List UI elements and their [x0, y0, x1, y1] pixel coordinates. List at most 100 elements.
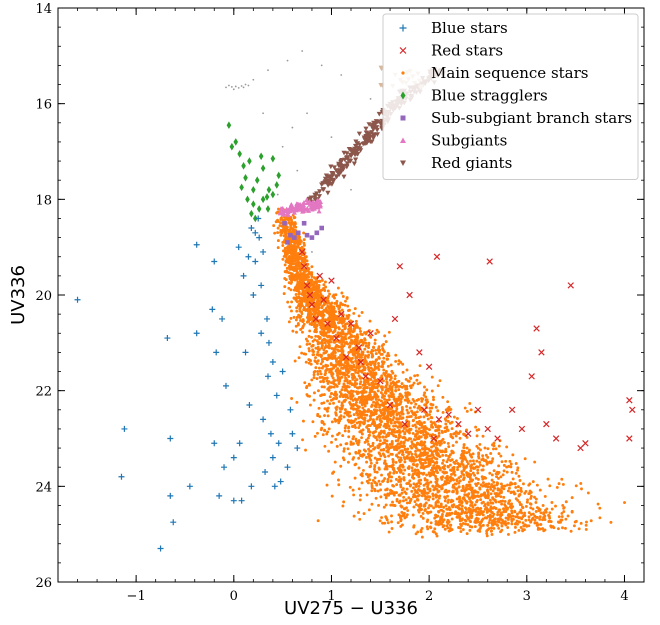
main-sequence-point [355, 400, 358, 404]
main-sequence-point [472, 494, 476, 498]
main-sequence-point [561, 482, 565, 486]
main-sequence-point [561, 503, 565, 507]
main-sequence-point [394, 389, 398, 392]
main-sequence-point [379, 488, 383, 492]
main-sequence-point [580, 487, 583, 491]
main-sequence-point [417, 470, 421, 474]
background-point [267, 69, 269, 72]
main-sequence-point [326, 399, 329, 403]
main-sequence-point [550, 525, 553, 529]
main-sequence-point [493, 517, 497, 521]
main-sequence-point [405, 487, 409, 491]
main-sequence-point [297, 356, 301, 360]
main-sequence-point [362, 512, 366, 516]
main-sequence-point [398, 465, 402, 468]
main-sequence-point [370, 384, 374, 388]
main-sequence-point [426, 511, 430, 515]
main-sequence-point [333, 296, 336, 300]
main-sequence-point [424, 497, 428, 501]
main-sequence-point [372, 467, 376, 471]
main-sequence-point [446, 500, 450, 504]
main-sequence-point [397, 362, 401, 366]
main-sequence-point [323, 414, 326, 417]
main-sequence-point [382, 431, 386, 435]
main-sequence-point [393, 374, 397, 378]
main-sequence-point [332, 396, 336, 400]
main-sequence-point [492, 512, 496, 516]
main-sequence-point [352, 435, 356, 439]
main-sequence-point [392, 484, 396, 488]
main-sequence-point [298, 235, 301, 239]
main-sequence-point [320, 419, 324, 423]
main-sequence-point [470, 479, 473, 483]
main-sequence-point [510, 502, 514, 506]
main-sequence-point [376, 402, 380, 406]
main-sequence-point [331, 471, 335, 475]
main-sequence-point [322, 422, 326, 426]
main-sequence-point [348, 452, 352, 456]
main-sequence-point [302, 274, 306, 278]
main-sequence-point [538, 515, 542, 519]
main-sequence-point [403, 431, 407, 435]
main-sequence-point [373, 456, 377, 460]
main-sequence-point [430, 375, 434, 379]
main-sequence-point [314, 327, 318, 331]
main-sequence-point [425, 388, 429, 392]
main-sequence-point [496, 510, 500, 514]
background-point [252, 78, 255, 81]
main-sequence-point [557, 482, 561, 486]
main-sequence-point [497, 500, 501, 504]
main-sequence-point [320, 353, 323, 357]
main-sequence-point [306, 339, 309, 343]
main-sequence-point [378, 519, 382, 523]
main-sequence-point [284, 270, 288, 274]
main-sequence-point [471, 471, 475, 475]
main-sequence-point [380, 352, 384, 356]
main-sequence-point [383, 459, 387, 463]
main-sequence-point [295, 309, 299, 313]
main-sequence-point [450, 498, 454, 502]
main-sequence-point [398, 431, 402, 435]
main-sequence-point [289, 316, 293, 320]
main-sequence-point [385, 445, 388, 449]
blue-star-point [118, 473, 125, 480]
main-sequence-point [488, 515, 492, 519]
main-sequence-point [332, 385, 336, 389]
main-sequence-point [491, 457, 495, 461]
main-sequence-point [509, 462, 513, 466]
blue-star-point [245, 253, 252, 260]
main-sequence-point [458, 499, 462, 503]
main-sequence-point [360, 390, 364, 393]
main-sequence-point [374, 496, 378, 500]
main-sequence-point [325, 376, 329, 380]
main-sequence-point [363, 338, 367, 342]
main-sequence-point [476, 490, 480, 494]
main-sequence-point [433, 527, 437, 531]
main-sequence-point [377, 479, 381, 483]
main-sequence-point [495, 492, 499, 495]
main-sequence-point [562, 506, 566, 510]
main-sequence-point [350, 383, 354, 387]
main-sequence-point [422, 421, 426, 424]
main-sequence-point [381, 362, 385, 366]
blue-straggler-point [226, 121, 232, 129]
main-sequence-point [486, 447, 490, 451]
background-point [306, 112, 308, 115]
main-sequence-point [405, 455, 409, 458]
main-sequence-point [308, 342, 312, 346]
main-sequence-point [325, 310, 329, 314]
main-sequence-point [395, 407, 399, 411]
main-sequence-point [533, 521, 537, 525]
main-sequence-point [323, 376, 327, 380]
main-sequence-point [386, 410, 390, 414]
main-sequence-point [357, 456, 361, 460]
main-sequence-point [290, 273, 294, 277]
main-sequence-point [430, 406, 434, 410]
main-sequence-point [504, 516, 508, 520]
main-sequence-point [417, 493, 421, 497]
main-sequence-point [541, 527, 545, 530]
main-sequence-point [386, 357, 390, 361]
main-sequence-point [326, 329, 330, 333]
main-sequence-point [481, 468, 485, 472]
main-sequence-point [352, 311, 356, 315]
